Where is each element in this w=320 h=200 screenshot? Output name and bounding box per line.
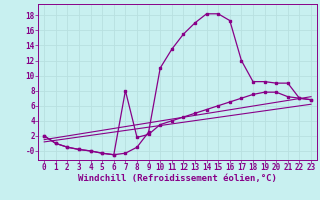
X-axis label: Windchill (Refroidissement éolien,°C): Windchill (Refroidissement éolien,°C) — [78, 174, 277, 183]
